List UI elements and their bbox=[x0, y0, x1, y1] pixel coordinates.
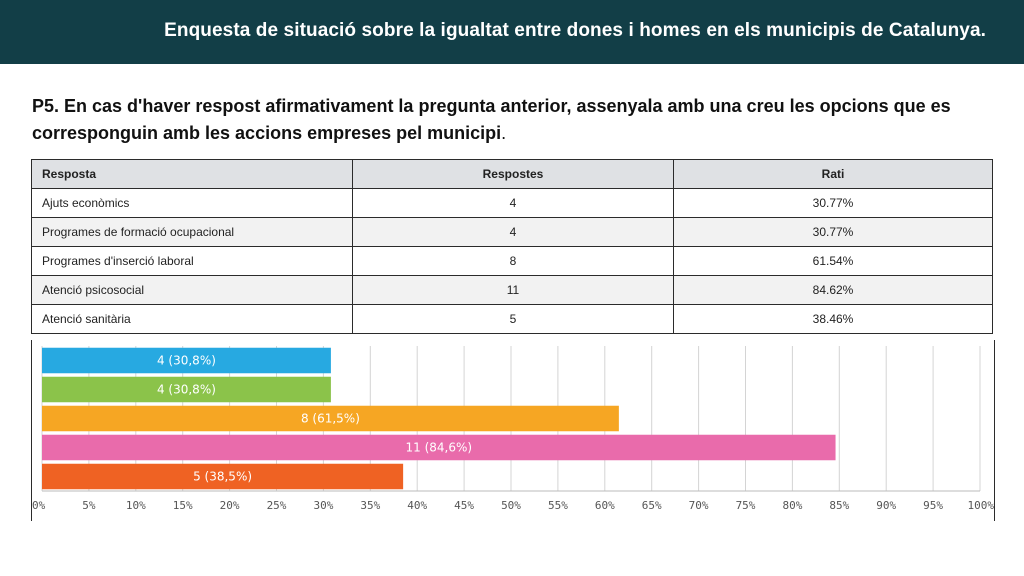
x-tick-label: 80% bbox=[782, 499, 802, 512]
bar-data-label: 11 (84,6%) bbox=[405, 441, 472, 455]
table-row: Atenció sanitària 5 38.46% bbox=[31, 304, 993, 334]
bar-chart: 4 (30,8%) 4 (30,8%) 8 (61,5%) 11 (84,6%) 5 (… bbox=[32, 346, 995, 512]
table-row: Programes d'inserció laboral 8 61.54% bbox=[31, 246, 993, 276]
bar-data-label: 4 (30,8%) bbox=[157, 354, 216, 368]
header-respostes: Respostes bbox=[352, 159, 674, 189]
bar-data-label: 4 (30,8%) bbox=[157, 383, 216, 397]
header-rati: Rati bbox=[673, 159, 993, 189]
x-tick-label: 5% bbox=[82, 499, 96, 512]
question-end-mark: . bbox=[501, 123, 507, 143]
survey-title: Enquesta de situació sobre la igualtat e… bbox=[164, 20, 986, 41]
answer-cell: Ajuts econòmics bbox=[31, 188, 353, 218]
bar bbox=[42, 434, 836, 461]
x-tick-label: 60% bbox=[595, 499, 615, 512]
x-tick-label: 85% bbox=[829, 499, 849, 512]
header-resposta: Resposta bbox=[31, 159, 353, 189]
table-row: Ajuts econòmics 4 30.77% bbox=[31, 188, 993, 218]
chart-x-axis: 0% 5% 10% 15% 20% 25% 30% 35% 40% 45% 50% 55% 60% 65%… bbox=[32, 490, 995, 512]
x-tick-label: 10% bbox=[126, 499, 146, 512]
answer-cell: Atenció psicosocial bbox=[31, 275, 353, 305]
x-tick-label: 90% bbox=[876, 499, 896, 512]
x-tick-label: 65% bbox=[642, 499, 662, 512]
answer-cell: Programes d'inserció laboral bbox=[31, 246, 353, 276]
table-row: Programes de formació ocupacional 4 30.7… bbox=[31, 217, 993, 247]
x-tick-label: 95% bbox=[923, 499, 943, 512]
count-cell: 11 bbox=[352, 275, 674, 305]
count-cell: 4 bbox=[352, 188, 674, 218]
bar-chart-container: 4 (30,8%) 4 (30,8%) 8 (61,5%) 11 (84,6%) 5 (… bbox=[31, 340, 995, 521]
x-tick-label: 20% bbox=[220, 499, 240, 512]
ratio-cell: 30.77% bbox=[673, 217, 993, 247]
x-tick-label: 40% bbox=[407, 499, 427, 512]
count-cell: 5 bbox=[352, 304, 674, 334]
count-cell: 4 bbox=[352, 217, 674, 247]
x-tick-label: 35% bbox=[360, 499, 380, 512]
x-tick-label: 100% bbox=[968, 499, 995, 512]
bar bbox=[42, 405, 619, 432]
bar-data-label: 8 (61,5%) bbox=[301, 412, 360, 426]
question-body: P5. En cas d'haver respost afirmativamen… bbox=[32, 96, 951, 143]
bar-data-label: 5 (38,5%) bbox=[193, 470, 252, 484]
answer-cell: Programes de formació ocupacional bbox=[31, 217, 353, 247]
x-tick-label: 50% bbox=[501, 499, 521, 512]
ratio-cell: 61.54% bbox=[673, 246, 993, 276]
ratio-cell: 84.62% bbox=[673, 275, 993, 305]
chart-bars: 4 (30,8%) 4 (30,8%) 8 (61,5%) 11 (84,6%) 5 (… bbox=[42, 347, 836, 490]
x-tick-label: 75% bbox=[736, 499, 756, 512]
x-tick-label: 45% bbox=[454, 499, 474, 512]
table-header-row: Resposta Respostes Rati bbox=[31, 159, 993, 189]
count-cell: 8 bbox=[352, 246, 674, 276]
bar bbox=[42, 347, 331, 374]
results-table: Resposta Respostes Rati Ajuts econòmics … bbox=[31, 159, 993, 334]
answer-cell: Atenció sanitària bbox=[31, 304, 353, 334]
x-tick-label: 0% bbox=[32, 499, 46, 512]
question-text: P5. En cas d'haver respost afirmativamen… bbox=[32, 93, 992, 147]
x-tick-label: 70% bbox=[689, 499, 709, 512]
ratio-cell: 38.46% bbox=[673, 304, 993, 334]
bar bbox=[42, 463, 404, 490]
x-tick-label: 25% bbox=[267, 499, 287, 512]
table-row: Atenció psicosocial 11 84.62% bbox=[31, 275, 993, 305]
bar bbox=[42, 376, 331, 403]
x-tick-label: 30% bbox=[313, 499, 333, 512]
ratio-cell: 30.77% bbox=[673, 188, 993, 218]
header-banner: Enquesta de situació sobre la igualtat e… bbox=[0, 0, 1024, 64]
x-tick-label: 15% bbox=[173, 499, 193, 512]
x-tick-label: 55% bbox=[548, 499, 568, 512]
